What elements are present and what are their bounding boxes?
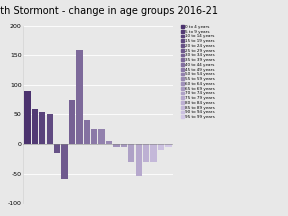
Bar [54, 144, 60, 153]
Bar [91, 129, 97, 144]
Bar [39, 111, 46, 144]
Bar [158, 144, 164, 150]
Bar [69, 100, 75, 144]
Bar [165, 144, 171, 147]
Bar [121, 144, 127, 147]
Bar [32, 109, 38, 144]
Bar [150, 144, 157, 162]
Bar [143, 144, 149, 162]
Bar [61, 144, 68, 179]
Bar [24, 91, 31, 144]
Bar [98, 129, 105, 144]
Bar [47, 114, 53, 144]
Bar [84, 120, 90, 144]
Bar [106, 141, 112, 144]
Bar [113, 144, 120, 147]
Text: North Stormont - change in age groups 2016-21: North Stormont - change in age groups 20… [0, 6, 218, 16]
Bar [128, 144, 134, 162]
Bar [76, 49, 83, 144]
Bar [136, 144, 142, 176]
Legend: 0 to 4 years, 5 to 9 years, 10 to 14 years, 15 to 19 years, 20 to 24 years, 25 t: 0 to 4 years, 5 to 9 years, 10 to 14 yea… [181, 24, 216, 119]
